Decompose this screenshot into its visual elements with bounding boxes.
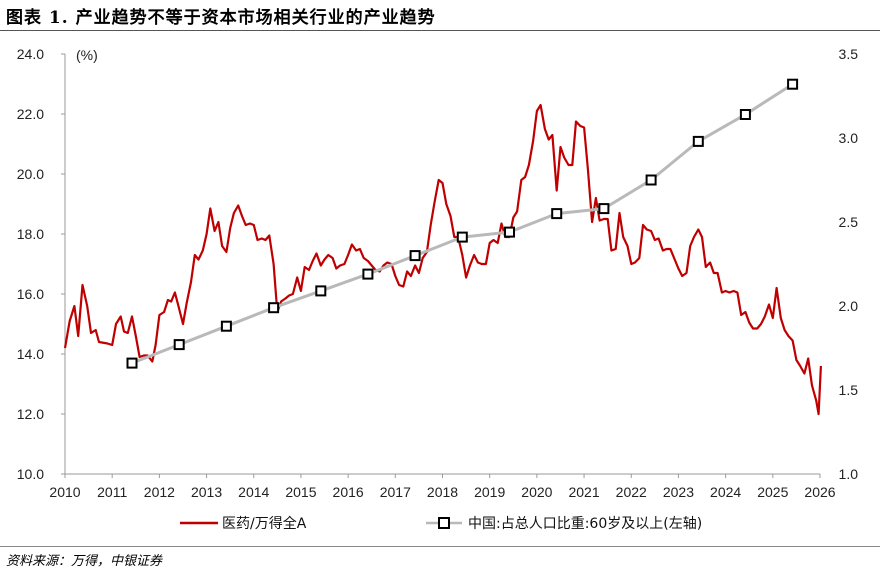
line-chart: 10.0 12.0 14.0 16.0 18.0 20.0 22.0 24.0 1.0 1.5 2… (17, 46, 859, 532)
figure-title: 图表 1. 产业趋势不等于资本市场相关行业的产业趋势 (6, 8, 436, 28)
series-marker (220, 320, 232, 332)
y-unit-label: (%) (76, 47, 98, 63)
left-axis-ticks: 10.0 12.0 14.0 16.0 18.0 20.0 22.0 24.0 (17, 46, 65, 482)
series-marker (173, 339, 185, 351)
series-marker (362, 268, 374, 280)
x-tick-label: 2021 (568, 484, 599, 500)
series-marker (504, 226, 515, 238)
right-tick-label: 2.0 (839, 298, 859, 314)
x-tick-label: 2020 (521, 484, 552, 500)
legend-label-aging: 中国:占总人口比重:60岁及以上(左轴) (468, 516, 702, 532)
x-tick-label: 2022 (616, 484, 647, 500)
series-marker (645, 174, 657, 186)
left-tick-label: 16.0 (17, 286, 44, 302)
x-axis-ticks: 2010 2011 2012 2013 2014 2015 2016 2017 2018 2019… (49, 474, 836, 500)
x-tick-label: 2019 (474, 484, 505, 500)
legend-item-pharma: 医药/万得全A (180, 515, 307, 532)
series-marker (409, 250, 421, 262)
left-tick-label: 18.0 (17, 226, 44, 242)
right-tick-label: 1.5 (839, 382, 859, 398)
x-tick-label: 2023 (663, 484, 694, 500)
series-marker (787, 78, 799, 90)
legend: 医药/万得全A 中国:占总人口比重:60岁及以上(左轴) (180, 515, 702, 532)
series-marker (126, 357, 138, 369)
source-note: 资料来源：万得，中银证券 (6, 554, 163, 569)
left-tick-label: 14.0 (17, 346, 44, 362)
right-tick-label: 1.0 (839, 466, 859, 482)
left-tick-label: 10.0 (17, 466, 44, 482)
right-tick-label: 3.0 (839, 130, 859, 146)
x-tick-label: 2016 (333, 484, 364, 500)
series-marker (456, 231, 468, 243)
series-marker (315, 285, 327, 297)
x-tick-label: 2014 (238, 484, 269, 500)
series-marker (551, 208, 563, 220)
series-marker (692, 135, 704, 147)
right-tick-label: 3.5 (839, 46, 859, 62)
series-group (63, 78, 822, 416)
title-divider (0, 30, 880, 31)
series-1 (126, 78, 799, 369)
legend-marker-aging (438, 517, 450, 529)
x-tick-label: 2026 (804, 484, 835, 500)
right-axis-ticks: 1.0 1.5 2.0 2.5 3.0 3.5 (839, 46, 859, 482)
chart-axes (64, 54, 820, 475)
x-tick-label: 2015 (285, 484, 316, 500)
left-tick-label: 20.0 (17, 166, 44, 182)
left-tick-label: 22.0 (17, 106, 44, 122)
x-tick-label: 2017 (380, 484, 411, 500)
series-0 (63, 103, 822, 416)
legend-label-pharma: 医药/万得全A (222, 515, 307, 532)
series-marker (739, 109, 751, 120)
series-line-0 (63, 103, 822, 416)
x-tick-label: 2025 (757, 484, 788, 500)
x-tick-label: 2024 (710, 484, 741, 500)
x-tick-label: 2011 (97, 484, 127, 500)
source-divider (0, 546, 880, 547)
x-tick-label: 2010 (49, 484, 80, 500)
right-tick-label: 2.5 (839, 214, 859, 230)
legend-item-aging: 中国:占总人口比重:60岁及以上(左轴) (426, 516, 702, 532)
x-tick-label: 2012 (144, 484, 175, 500)
series-marker (268, 302, 280, 314)
series-marker (598, 203, 610, 215)
left-tick-label: 24.0 (17, 46, 44, 62)
left-tick-label: 12.0 (17, 406, 44, 422)
x-tick-label: 2013 (191, 484, 222, 500)
x-tick-label: 2018 (427, 484, 458, 500)
